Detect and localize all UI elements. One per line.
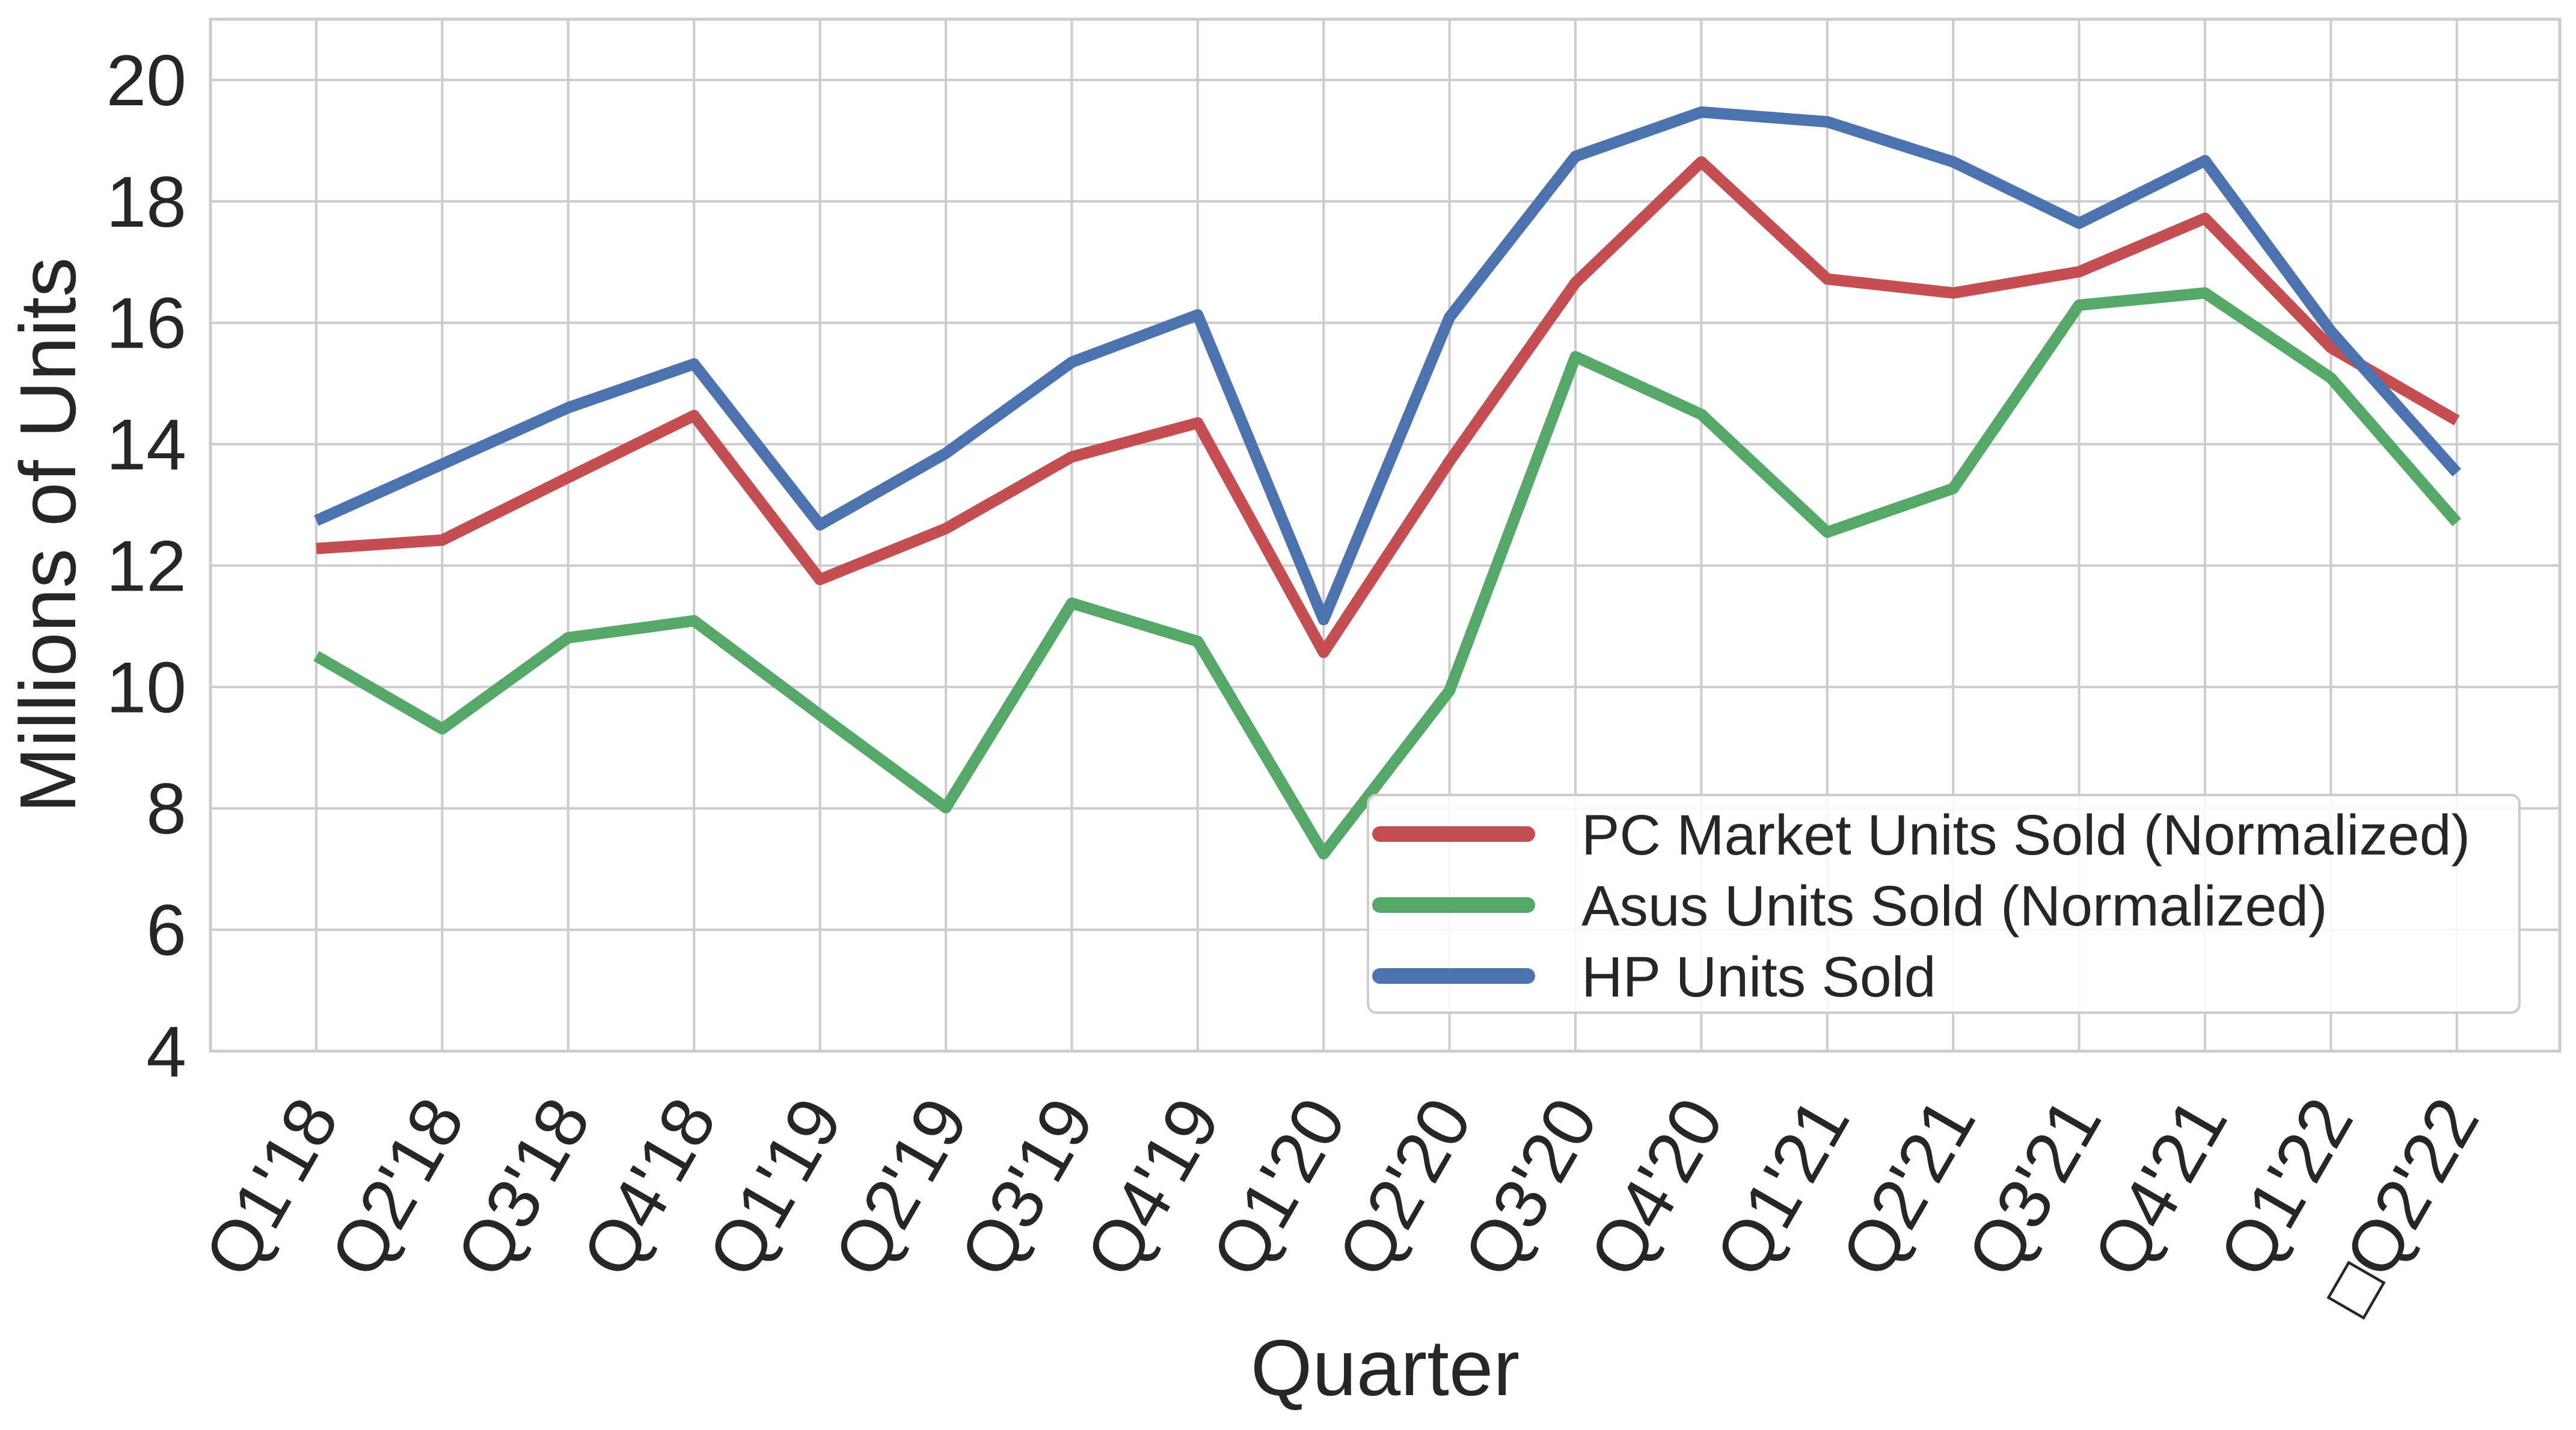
x-axis-title: Quarter: [1251, 1324, 1520, 1412]
legend-entries: PC Market Units Sold (Normalized) Asus Un…: [1372, 803, 2470, 1009]
plot-area-frame: [209, 17, 2562, 1053]
y-tick-label: 20: [106, 40, 186, 121]
legend: PC Market Units Sold (Normalized) Asus Un…: [1367, 794, 2521, 1014]
y-tick-label: 16: [106, 283, 186, 364]
x-tick-label: Q3'19: [945, 1085, 1109, 1290]
y-tick-label: 4: [146, 1011, 186, 1092]
x-tick-label: Q1'21: [1700, 1085, 1865, 1290]
y-tick-label: 18: [106, 162, 186, 242]
y-tick-label: 8: [146, 769, 186, 849]
x-tick-label: Q4'19: [1070, 1085, 1235, 1290]
x-tick-label: Q2'19: [818, 1085, 983, 1290]
series-line-pc-market-units-sold-normalized: [316, 156, 2460, 658]
legend-label: Asus Units Sold (Normalized): [1581, 874, 2328, 938]
x-tick-label: Q4'21: [2078, 1085, 2242, 1290]
x-tick-label: Q4'20: [1574, 1085, 1739, 1290]
y-axis-tick-labels: 4 6 8 10 12 14 16 18 20: [106, 40, 186, 1092]
x-tick-label: Q3'18: [441, 1085, 606, 1290]
y-axis-title: Millions of Units: [4, 257, 92, 813]
x-tick-label: Q2'18: [315, 1085, 480, 1290]
x-tick-label: Q1'19: [693, 1085, 857, 1290]
x-tick-label: Q4'18: [566, 1085, 731, 1290]
x-tick-label: Q3'21: [1952, 1085, 2117, 1290]
x-tick-label: Q1'18: [189, 1085, 354, 1290]
x-tick-label: Q2'21: [1826, 1085, 1990, 1290]
y-tick-label: 12: [106, 526, 186, 606]
series-lines: [313, 106, 2461, 860]
legend-frame: [1367, 794, 2521, 1014]
x-axis-tick-labels: Q1'18Q2'18Q3'18Q4'18Q1'19Q2'19Q3'19Q4'19…: [189, 1085, 2494, 1328]
y-tick-label: 14: [106, 405, 186, 485]
y-tick-label: 10: [106, 647, 186, 728]
x-tick-label: Q1'20: [1196, 1085, 1361, 1290]
y-tick-label: 6: [146, 890, 186, 971]
series-line-hp-units-sold: [314, 106, 2461, 625]
legend-label: HP Units Sold: [1581, 945, 1936, 1009]
series-line-asus-units-sold-normalized: [313, 287, 2461, 860]
x-tick-label: Q2'20: [1322, 1085, 1487, 1290]
x-tick-label: Q3'20: [1448, 1085, 1613, 1290]
legend-label: PC Market Units Sold (Normalized): [1581, 803, 2470, 867]
